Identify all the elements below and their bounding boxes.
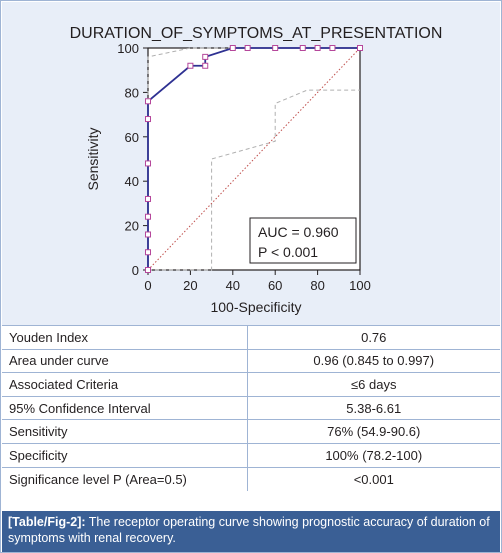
auc-box	[249, 217, 357, 264]
row-label: Specificity	[2, 442, 248, 468]
confidence-upper-line	[147, 47, 360, 270]
roc-point-marker	[145, 116, 151, 123]
plot-layer: 0 20 40 60 80 100 0 20 40 60 80 100	[117, 41, 371, 293]
x-axis-label: 100-Specificity	[210, 299, 301, 315]
table-row: Area under curve 0.96 (0.845 to 0.997)	[2, 348, 500, 373]
table-row: Specificity 100% (78.2-100)	[2, 442, 500, 468]
x-tick-label: 20	[183, 278, 197, 293]
table-row: Associated Criteria ≤6 days	[2, 372, 500, 397]
y-axis-label: Sensitivity	[85, 127, 101, 190]
x-tick-label: 40	[226, 278, 240, 293]
caption-tag: [Table/Fig-2]:	[8, 515, 86, 529]
row-value: 0.76	[247, 325, 500, 350]
table-row: 95% Confidence Interval 5.38-6.61	[2, 395, 500, 420]
roc-point-marker	[145, 231, 151, 238]
roc-point-marker	[145, 267, 151, 273]
roc-point-marker	[202, 53, 209, 60]
chart-area: DURATION_OF_SYMPTOMS_AT_PRESENTATION 0 20…	[2, 2, 500, 325]
roc-point-marker	[229, 45, 236, 51]
table-row: Sensitivity 76% (54.9-90.6)	[2, 419, 500, 444]
row-label: Sensitivity	[2, 419, 248, 444]
roc-point-marker	[145, 195, 151, 202]
roc-point-marker	[145, 160, 151, 167]
p-value-label: P < 0.001	[258, 244, 318, 260]
table-row: Youden Index 0.76	[2, 325, 500, 350]
chart-title: DURATION_OF_SYMPTOMS_AT_PRESENTATION	[70, 25, 443, 42]
figure-caption: [Table/Fig-2]: The receptor operating cu…	[2, 511, 500, 552]
roc-point-marker	[145, 249, 151, 256]
roc-point-marker	[244, 45, 251, 51]
row-label: Associated Criteria	[2, 372, 248, 397]
roc-point-marker	[314, 45, 321, 51]
stats-table: Youden Index 0.76 Area under curve 0.96 (0.…	[2, 325, 500, 491]
roc-point-marker	[329, 45, 336, 51]
roc-point-marker	[357, 45, 363, 51]
y-tick-label: 40	[125, 174, 139, 189]
row-value: 100% (78.2-100)	[247, 442, 500, 468]
row-value: 76% (54.9-90.6)	[247, 419, 500, 444]
row-label: 95% Confidence Interval	[2, 395, 248, 420]
roc-point-marker	[299, 45, 306, 51]
roc-point-marker	[145, 98, 151, 105]
x-tick-label: 0	[144, 278, 151, 293]
row-label: Significance level P (Area=0.5)	[2, 466, 248, 491]
auc-label: AUC = 0.960	[258, 224, 339, 240]
y-tick-label: 100	[117, 41, 139, 56]
row-value: 0.96 (0.845 to 0.997)	[247, 348, 500, 373]
roc-point-marker	[202, 62, 209, 69]
row-label: Youden Index	[2, 325, 248, 350]
x-tick-label: 60	[268, 278, 282, 293]
row-value: <0.001	[247, 466, 500, 491]
confidence-lower-line	[148, 89, 360, 271]
row-value: ≤6 days	[247, 372, 500, 397]
y-tick-label: 20	[125, 219, 139, 234]
y-tick-label: 80	[125, 85, 139, 100]
caption-text: The receptor operating curve showing pro…	[8, 515, 490, 545]
y-tick-label: 60	[125, 130, 139, 145]
roc-point-marker	[187, 62, 194, 69]
stats-table-body: Youden Index 0.76 Area under curve 0.96 (0.…	[2, 325, 500, 491]
roc-point-marker	[145, 213, 151, 220]
roc-chart: DURATION_OF_SYMPTOMS_AT_PRESENTATION 0 20…	[70, 25, 443, 315]
y-tick-label: 0	[132, 263, 139, 278]
row-label: Area under curve	[2, 348, 248, 373]
roc-point-marker	[272, 45, 279, 51]
table-row: Significance level P (Area=0.5) <0.001	[2, 466, 500, 491]
x-tick-label: 100	[349, 278, 371, 293]
reference-diagonal-line	[147, 47, 361, 271]
x-tick-label: 80	[310, 278, 324, 293]
row-value: 5.38-6.61	[247, 395, 500, 420]
